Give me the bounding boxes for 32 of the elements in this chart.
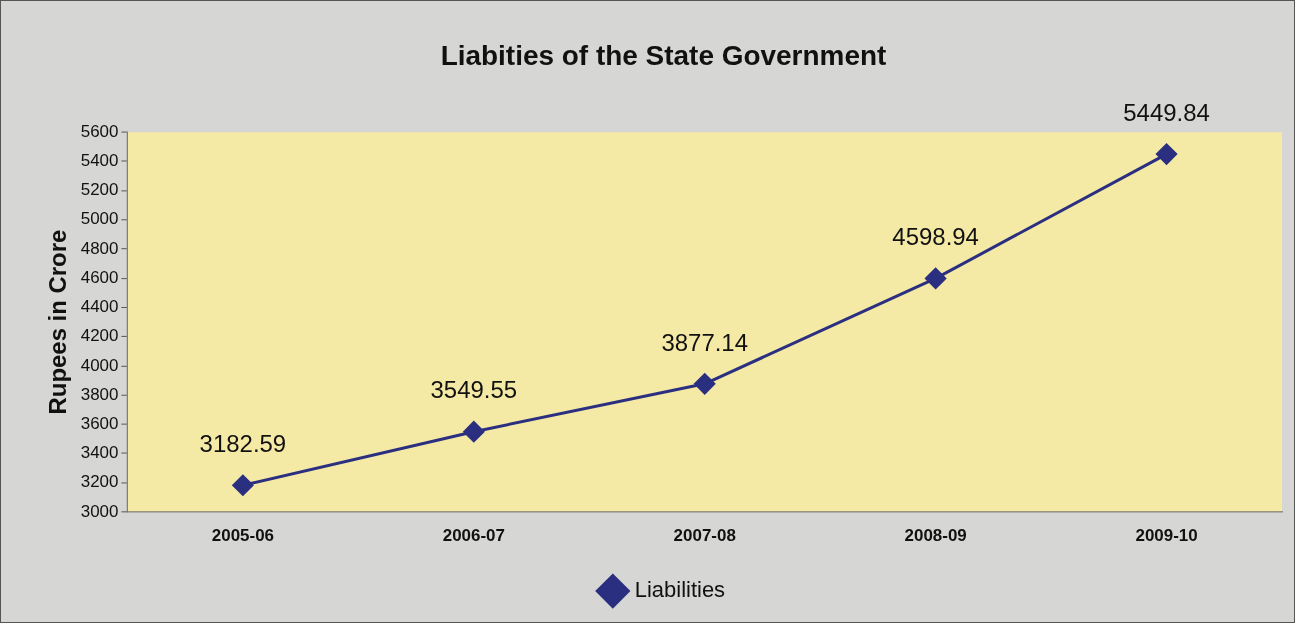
y-tick-label: 3400 — [80, 443, 119, 463]
data-label: 3549.55 — [430, 376, 518, 404]
x-tick-label: 2009-10 — [1135, 525, 1198, 545]
x-tick-label: 2007-08 — [673, 525, 736, 545]
x-tick-label: 2005-06 — [211, 525, 274, 545]
y-tick-label: 3800 — [80, 384, 119, 404]
data-label: 5449.84 — [1123, 98, 1210, 126]
legend-label: Liabilities — [634, 577, 726, 603]
point — [232, 474, 254, 496]
y-tick-label: 3000 — [80, 501, 119, 521]
y-axis-title: Rupees in Crore — [43, 229, 71, 415]
y-tick-label: 5600 — [80, 121, 119, 141]
chart-title: Liabities of the State Government — [440, 40, 887, 72]
y-tick-label: 3600 — [80, 414, 119, 433]
x-tick-label: 2008-09 — [904, 525, 967, 545]
y-tick-label: 4200 — [80, 326, 119, 346]
point — [1156, 143, 1178, 165]
point — [925, 267, 947, 289]
y-tick-label: 4400 — [80, 297, 119, 317]
y-tick-label: 4000 — [80, 355, 119, 375]
data-label: 4598.94 — [892, 223, 979, 251]
y-tick-label: 4800 — [80, 238, 119, 258]
point — [694, 373, 716, 395]
data-label: 3877.14 — [661, 328, 749, 356]
point — [463, 421, 485, 443]
y-tick-label: 5000 — [80, 209, 119, 229]
y-tick-label: 4600 — [80, 267, 119, 287]
y-tick-label: 3200 — [80, 472, 119, 492]
data-label: 3182.59 — [199, 430, 287, 458]
x-tick-label: 2006-07 — [442, 525, 505, 545]
y-tick-label: 5200 — [80, 180, 119, 200]
y-tick-label: 5400 — [80, 151, 119, 171]
